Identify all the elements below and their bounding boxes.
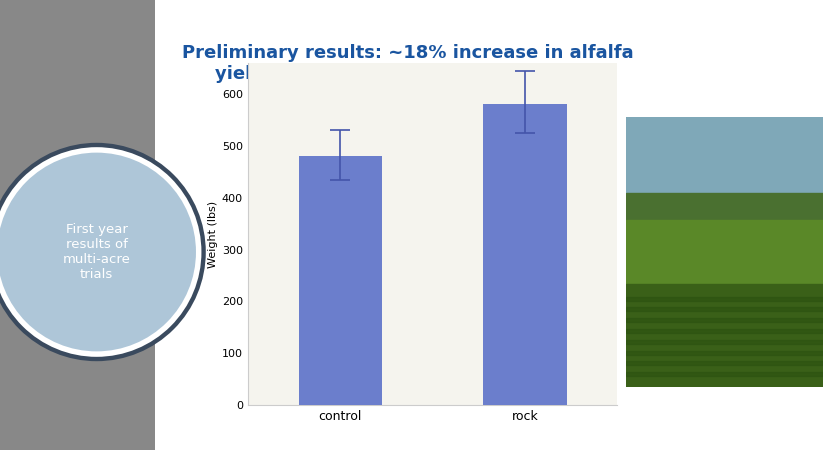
Bar [626,284,823,387]
Bar [626,351,823,355]
Bar [626,193,823,230]
Ellipse shape [0,143,206,361]
Y-axis label: Weight (lbs): Weight (lbs) [207,200,218,268]
Text: First year
results of
multi-acre
trials: First year results of multi-acre trials [63,223,130,281]
Ellipse shape [0,147,202,357]
Bar [626,340,823,344]
Bar [626,372,823,376]
Bar [626,318,823,322]
Bar [626,361,823,365]
Bar [626,307,823,311]
Bar [626,117,823,203]
Ellipse shape [0,153,196,351]
Bar [484,104,566,405]
Bar [626,220,823,292]
Bar [299,156,382,405]
Bar [626,329,823,333]
Bar [626,297,823,301]
Text: Preliminary results: ~18% increase in alfalfa
yield with rock amendment (17 acre: Preliminary results: ~18% increase in al… [181,44,633,83]
